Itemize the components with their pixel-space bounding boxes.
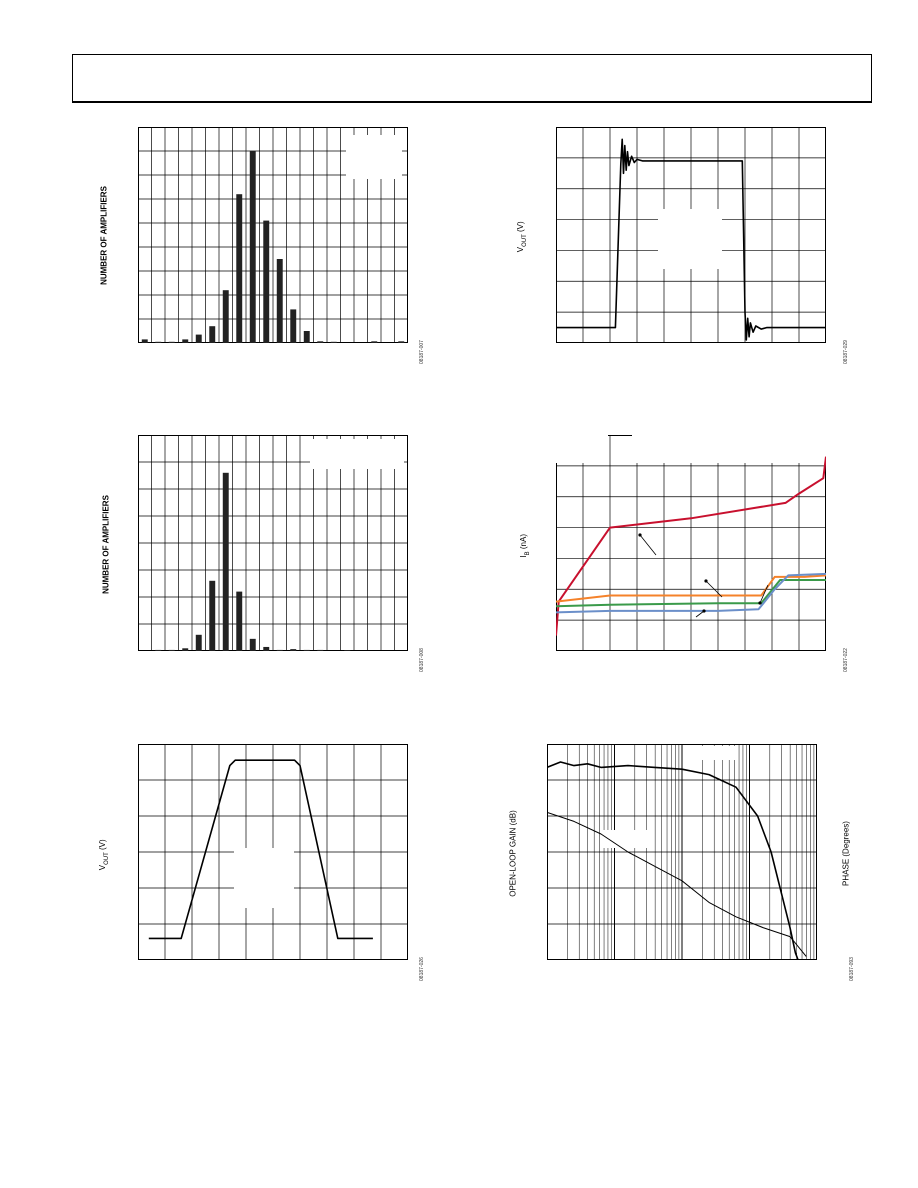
input-bias-current-chart (556, 435, 826, 651)
histogram-chart-2 (138, 435, 408, 651)
histogram-bar (182, 648, 189, 651)
pulse-trace (556, 138, 826, 341)
figure-id-1: 08187-007 (419, 340, 425, 364)
ib-y-axis-label: IB (nA) (519, 534, 531, 558)
annotation-arrow (705, 580, 723, 598)
histogram-bar (276, 649, 283, 651)
ib-series-line (556, 579, 826, 608)
hist2-y-axis-label: NUMBER OF AMPLIFIERS (101, 495, 111, 594)
ib-series-line (556, 574, 826, 603)
histogram-bar (330, 341, 337, 343)
open-loop-gain-phase-chart (547, 744, 817, 960)
histogram-bar (168, 649, 175, 651)
histogram-bar (182, 339, 189, 343)
pulse-response-chart-2 (138, 744, 408, 960)
figure-id-2: 08187-029 (843, 340, 849, 364)
histogram-bar (371, 341, 378, 343)
histogram-bar (317, 649, 324, 651)
histogram-bar (303, 331, 310, 343)
histogram-bar (303, 649, 310, 651)
histogram-bar (236, 194, 243, 343)
histogram-bar (222, 472, 229, 651)
annotation-blank-box (632, 435, 826, 463)
histogram-bar (236, 591, 243, 651)
gain-trace (547, 811, 807, 957)
phase-trace (547, 761, 799, 960)
bode-y-axis-label-right: PHASE (Degrees) (841, 821, 851, 886)
annotation-blank-box (234, 848, 294, 908)
histogram-bar (317, 341, 324, 343)
annotation-blank-box (556, 435, 608, 463)
histogram-bar (290, 309, 297, 343)
histogram-bar (276, 259, 283, 343)
histogram-bar (141, 339, 148, 343)
histogram-bar (195, 334, 202, 343)
annotation-blank-box (658, 209, 722, 269)
hist1-y-axis-label: NUMBER OF AMPLIFIERS (99, 186, 109, 285)
histogram-bar (209, 580, 216, 651)
page-header-box (72, 54, 872, 103)
annotation-arrow (639, 534, 657, 556)
figure-id-3: 08187-008 (419, 648, 425, 672)
bode-y-axis-label-left: OPEN-LOOP GAIN (dB) (508, 810, 518, 897)
figure-id-6: 08187-093 (849, 957, 855, 981)
pulse1-y-axis-label: VOUT (V) (516, 221, 528, 253)
histogram-bar (195, 634, 202, 651)
legend-blank-box (697, 746, 737, 760)
legend-blank-box (310, 439, 404, 469)
histogram-bar (263, 646, 270, 651)
annotation-arrow-head (638, 533, 642, 537)
histogram-bar (249, 151, 256, 343)
ib-series-line (556, 456, 826, 636)
histogram-chart-1 (138, 127, 408, 343)
annotation-arrow-head (704, 579, 708, 583)
legend-blank-box (346, 135, 402, 179)
pulse-response-chart-1 (556, 127, 826, 343)
annotation-arrow (695, 610, 705, 618)
histogram-bar (209, 326, 216, 343)
figure-id-5: 08187-026 (419, 957, 425, 981)
histogram-bar (344, 650, 351, 651)
histogram-bar (263, 220, 270, 343)
histogram-bar (155, 649, 162, 651)
histogram-bar (168, 341, 175, 343)
annotation-arrow (759, 584, 769, 604)
figure-id-4: 08187-022 (843, 648, 849, 672)
annotation-arrow-head (758, 601, 762, 605)
histogram-bar (398, 341, 405, 343)
histogram-bar (290, 649, 297, 651)
histogram-bar (249, 638, 256, 651)
annotation-blank-box (603, 830, 649, 848)
pulse-trace (148, 759, 373, 940)
ib-series-line (556, 572, 826, 614)
annotation-arrow-head (702, 609, 706, 613)
pulse2-y-axis-label: VOUT (V) (98, 839, 110, 871)
histogram-bar (155, 341, 162, 343)
histogram-bar (222, 290, 229, 343)
